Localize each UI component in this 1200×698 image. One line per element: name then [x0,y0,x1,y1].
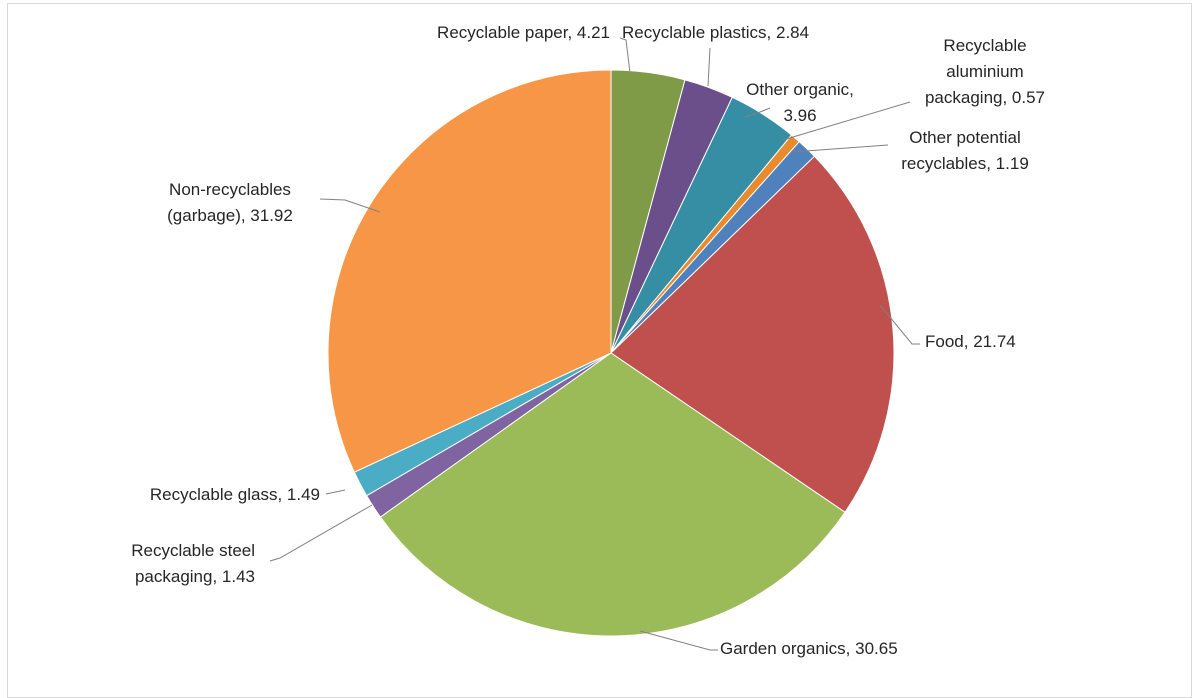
data-label-line: Recyclable [943,36,1026,55]
leader-line [639,630,718,651]
data-label-line: (garbage), 31.92 [167,206,293,225]
leader-line [782,101,911,141]
data-label: Recyclable steel packaging, 1.43 [131,541,255,586]
data-label-line: Non-recyclables [169,180,291,199]
data-label: Food, 21.74 [925,332,1016,351]
pie-slice-non-recyclables-garbage- [327,69,612,473]
data-label: Recyclable aluminium packaging, 0.57 [925,36,1045,107]
leader-line [619,37,631,74]
leader-lines [269,37,920,651]
leader-line [879,304,920,345]
data-label-line: packaging, 1.43 [135,567,255,586]
data-label-line: recyclables, 1.19 [901,154,1029,173]
data-label-line: 3.96 [783,106,816,125]
data-labels: Recyclable paper, 4.21 Recyclable plastic… [131,23,1045,658]
data-label-line: Food, 21.74 [925,332,1016,351]
data-label-line: Recyclable glass, 1.49 [150,485,320,504]
data-label-line: Recyclable steel [131,541,255,560]
data-label: Other potential recyclables, 1.19 [901,128,1029,173]
data-label: Non-recyclables (garbage), 31.92 [167,180,293,225]
pie-slices [327,69,895,637]
data-label-line: Other potential [909,128,1021,147]
data-label-line: Garden organics, 30.65 [720,639,898,658]
data-label-line: Other organic, [746,80,854,99]
data-label-line: Recyclable plastics, 2.84 [622,23,809,42]
leader-line [791,144,889,153]
leader-line [325,489,346,495]
pie-slice-food [610,155,895,513]
data-label-line: aluminium [946,62,1023,81]
data-label-line: packaging, 0.57 [925,88,1045,107]
data-label-line: Recyclable paper, 4.21 [437,23,610,42]
leader-line [319,198,381,213]
data-label: Recyclable paper, 4.21 [437,23,610,42]
leader-line [269,504,373,562]
data-label: Recyclable plastics, 2.84 [622,23,809,42]
leader-line [744,107,771,118]
pie-slice-garden-organics [379,352,846,637]
data-label: Recyclable glass, 1.49 [150,485,320,504]
leader-line [707,47,711,87]
data-label: Other organic, 3.96 [746,80,854,125]
data-label: Garden organics, 30.65 [720,639,898,658]
